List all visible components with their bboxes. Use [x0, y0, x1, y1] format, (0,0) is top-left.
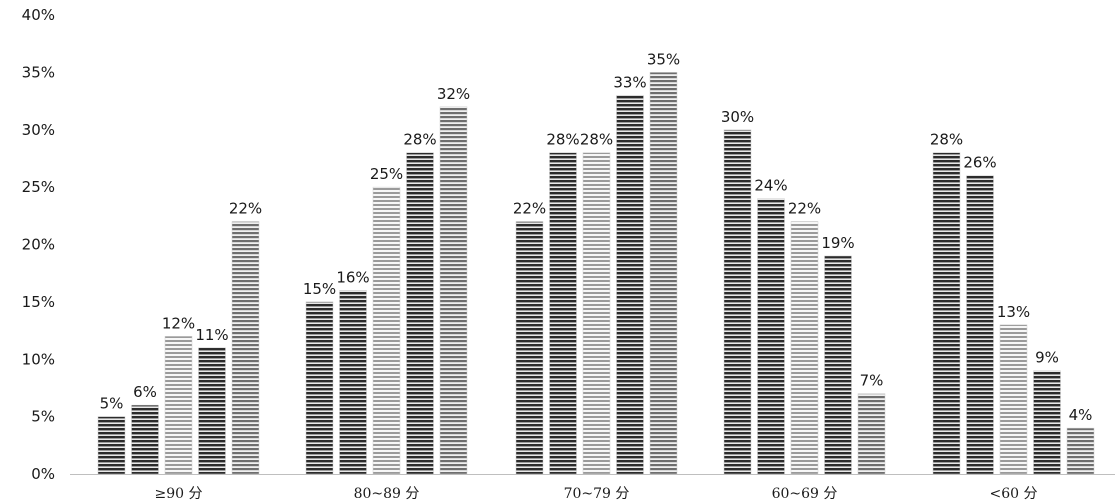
- data-label: 5%: [100, 395, 124, 413]
- data-label: 35%: [647, 50, 680, 68]
- data-label: 22%: [229, 200, 262, 218]
- bar: [515, 221, 544, 475]
- bar: [790, 221, 819, 475]
- data-label: 11%: [195, 326, 228, 344]
- x-axis: ≥90 分 80~89 分 70~79 分 60~69 分 <60 分: [70, 474, 1115, 502]
- x-tick-label: ≥90 分: [155, 486, 203, 502]
- bar: [616, 95, 644, 475]
- data-label: 7%: [860, 372, 884, 390]
- bar: [372, 186, 401, 475]
- data-label: 32%: [437, 85, 470, 103]
- bars: [97, 72, 1095, 475]
- data-label: 28%: [930, 131, 963, 149]
- bar: [582, 152, 611, 475]
- y-tick-label: 30%: [22, 121, 55, 139]
- data-label: 15%: [303, 280, 336, 298]
- bar: [1066, 427, 1095, 475]
- data-label: 6%: [133, 383, 157, 401]
- bar: [97, 416, 126, 475]
- data-label: 19%: [821, 234, 854, 252]
- y-tick-label: 0%: [31, 465, 55, 483]
- data-label: 30%: [721, 108, 754, 126]
- bar: [164, 336, 193, 475]
- y-tick-label: 35%: [22, 63, 55, 81]
- data-label: 25%: [370, 165, 403, 183]
- data-label: 22%: [513, 200, 546, 218]
- bar: [305, 301, 334, 475]
- bar: [549, 152, 577, 475]
- data-label: 12%: [162, 314, 195, 332]
- y-tick-label: 25%: [22, 178, 55, 196]
- bar: [131, 404, 159, 475]
- y-tick-label: 20%: [22, 236, 55, 254]
- bar: [757, 198, 785, 475]
- y-tick-label: 10%: [22, 350, 55, 368]
- y-tick-label: 40%: [22, 6, 55, 24]
- bar: [857, 393, 886, 475]
- bar: [723, 129, 752, 475]
- x-tick-label: 70~79 分: [564, 486, 630, 502]
- bar: [339, 290, 367, 475]
- bar: [439, 106, 468, 475]
- data-label: 24%: [754, 177, 787, 195]
- data-label: 28%: [580, 131, 613, 149]
- bar: [966, 175, 994, 475]
- data-label: 9%: [1035, 349, 1059, 367]
- bar: [824, 255, 852, 475]
- data-labels: 5%6%12%11%22%15%16%25%28%32%22%28% 28%33%…: [100, 50, 1093, 424]
- y-tick-label: 15%: [22, 293, 55, 311]
- bar: [198, 347, 226, 475]
- y-axis: 0% 5% 10% 15% 20% 25% 30% 35% 40%: [22, 6, 55, 483]
- bar: [999, 324, 1028, 475]
- y-tick-label: 5%: [31, 408, 55, 426]
- x-tick-label: 60~69 分: [772, 486, 838, 502]
- data-label: 26%: [963, 154, 996, 172]
- data-label: 28%: [403, 131, 436, 149]
- x-tick-label: 80~89 分: [354, 486, 420, 502]
- data-label: 22%: [788, 200, 821, 218]
- data-label: 13%: [997, 303, 1030, 321]
- data-label: 4%: [1069, 406, 1093, 424]
- data-label: 28%: [546, 131, 579, 149]
- data-label: 33%: [613, 73, 646, 91]
- bar: [231, 221, 260, 475]
- bar: [1033, 370, 1061, 475]
- data-label: 16%: [336, 268, 369, 286]
- bar: [406, 152, 434, 475]
- x-tick-label: <60 分: [990, 486, 1038, 502]
- bar: [932, 152, 961, 475]
- bar: [649, 72, 678, 475]
